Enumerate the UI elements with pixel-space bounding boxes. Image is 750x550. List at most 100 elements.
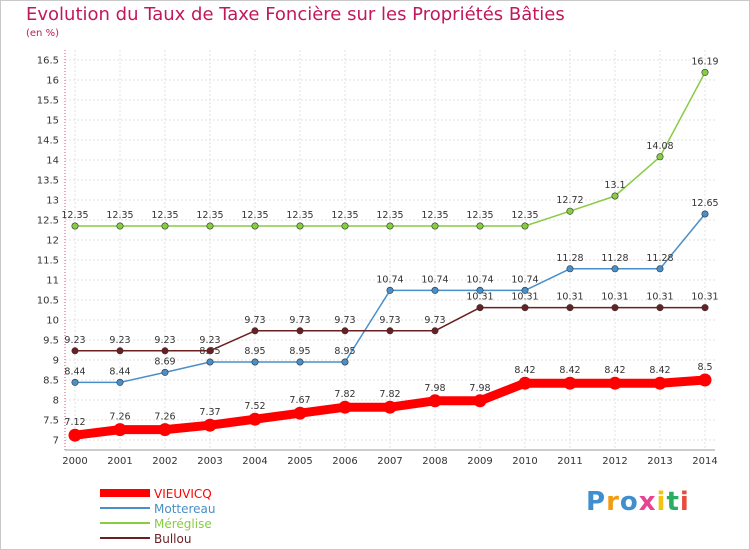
x-tick-label: 2003 <box>197 456 222 467</box>
data-label: 12.35 <box>151 210 178 221</box>
data-label: 12.35 <box>196 210 223 221</box>
data-point <box>158 423 172 437</box>
data-point <box>161 222 169 230</box>
data-label: 10.31 <box>601 292 628 303</box>
data-point <box>656 304 664 312</box>
data-point <box>296 327 304 335</box>
data-label: 8.95 <box>244 346 265 357</box>
x-tick-label: 2004 <box>242 456 267 467</box>
legend-label: Mottereau <box>154 502 216 516</box>
logo-letter: i <box>656 487 667 517</box>
y-tick-label: 8 <box>53 396 59 407</box>
x-tick-label: 2008 <box>422 456 447 467</box>
y-tick-label: 8.5 <box>43 376 59 387</box>
data-label: 7.67 <box>289 395 310 406</box>
data-point <box>296 222 304 230</box>
logo-letter: t <box>666 487 680 517</box>
x-tick-label: 2013 <box>647 456 672 467</box>
data-label: 10.31 <box>556 292 583 303</box>
y-tick-label: 15 <box>46 116 59 127</box>
data-point <box>386 286 394 294</box>
x-tick-label: 2014 <box>692 456 717 467</box>
data-point <box>383 400 397 414</box>
data-label: 9.73 <box>334 315 355 326</box>
data-point <box>701 210 709 218</box>
data-point <box>476 286 484 294</box>
data-point <box>431 286 439 294</box>
y-tick-label: 10.5 <box>37 296 59 307</box>
y-tick-label: 10 <box>46 316 59 327</box>
data-label: 10.31 <box>691 292 718 303</box>
x-tick-label: 2011 <box>557 456 582 467</box>
data-label: 8.42 <box>649 365 670 376</box>
data-label: 14.08 <box>646 141 673 152</box>
x-tick-label: 2002 <box>152 456 177 467</box>
data-label: 7.82 <box>379 389 400 400</box>
logo-letter: P <box>586 487 607 517</box>
data-label: 12.35 <box>421 210 448 221</box>
data-point <box>251 327 259 335</box>
y-tick-label: 9 <box>53 356 59 367</box>
data-point <box>611 265 619 273</box>
data-point <box>566 207 574 215</box>
data-point <box>698 373 712 387</box>
data-point <box>518 376 532 390</box>
y-tick-label: 16.5 <box>37 56 59 67</box>
data-label: 12.72 <box>556 195 583 206</box>
data-point <box>251 358 259 366</box>
data-label: 12.35 <box>331 210 358 221</box>
y-tick-label: 9.5 <box>43 336 59 347</box>
data-label: 8.95 <box>289 346 310 357</box>
data-point <box>116 347 124 355</box>
x-tick-label: 2000 <box>62 456 87 467</box>
data-point <box>203 418 217 432</box>
data-point <box>161 347 169 355</box>
y-tick-label: 13 <box>46 196 59 207</box>
data-label: 9.23 <box>64 335 85 346</box>
x-tick-label: 2010 <box>512 456 537 467</box>
proxiti-logo: Proxiti <box>586 487 690 517</box>
legend-label: Bullou <box>154 532 191 546</box>
data-point <box>521 286 529 294</box>
data-label: 12.35 <box>61 210 88 221</box>
data-label: 9.73 <box>379 315 400 326</box>
data-point <box>293 406 307 420</box>
data-point <box>653 376 667 390</box>
data-point <box>161 368 169 376</box>
data-point <box>296 358 304 366</box>
data-label: 10.74 <box>466 274 493 285</box>
data-label: 10.31 <box>466 292 493 303</box>
data-point <box>431 222 439 230</box>
legend-label: VIEUVICQ <box>154 487 212 501</box>
data-label: 8.44 <box>109 366 130 377</box>
y-tick-label: 15.5 <box>37 96 59 107</box>
x-tick-label: 2007 <box>377 456 402 467</box>
data-point <box>386 327 394 335</box>
data-point <box>656 153 664 161</box>
data-point <box>431 327 439 335</box>
data-label: 8.95 <box>334 346 355 357</box>
data-label: 7.82 <box>334 389 355 400</box>
y-tick-label: 12 <box>46 236 59 247</box>
data-point <box>386 222 394 230</box>
y-tick-label: 13.5 <box>37 176 59 187</box>
data-label: 10.74 <box>421 274 448 285</box>
data-point <box>476 304 484 312</box>
data-label: 8.69 <box>154 356 175 367</box>
data-label: 7.52 <box>244 401 265 412</box>
data-label: 8.42 <box>559 365 580 376</box>
data-label: 8.44 <box>64 366 85 377</box>
x-tick-label: 2001 <box>107 456 132 467</box>
y-tick-label: 16 <box>46 76 59 87</box>
data-point <box>611 192 619 200</box>
y-tick-label: 7 <box>53 436 59 447</box>
data-label: 12.35 <box>511 210 538 221</box>
data-label: 10.74 <box>511 274 538 285</box>
x-tick-label: 2005 <box>287 456 312 467</box>
data-label: 9.23 <box>199 335 220 346</box>
y-tick-label: 7.5 <box>43 416 59 427</box>
data-point <box>116 378 124 386</box>
data-label: 11.28 <box>556 253 583 264</box>
